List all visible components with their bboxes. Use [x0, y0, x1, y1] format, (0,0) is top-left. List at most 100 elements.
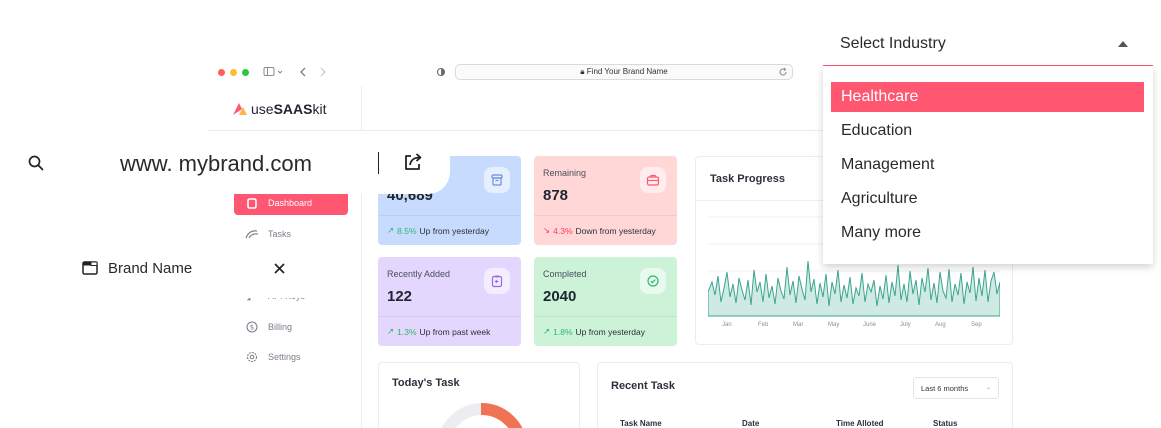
sidebar-toggle-icon[interactable] [263, 66, 285, 78]
sidebar-item-label: Settings [268, 352, 301, 362]
check-circle-icon [640, 268, 666, 294]
stat-note: Up from yesterday [575, 326, 645, 337]
stat-footer: ↗ 1.8% Up from yesterday [534, 316, 677, 346]
stat-note: Up from past week [419, 326, 491, 337]
todays-task-panel: Today's Task [378, 362, 580, 428]
stat-card-completed: Completed 2040 ↗ 1.8% Up from yesterday [534, 257, 677, 346]
trend-up-icon: ↗ [387, 225, 395, 235]
logo-mark-icon [233, 103, 247, 115]
panel-title: Task Progress [710, 173, 786, 185]
domain-widget[interactable]: www. mybrand.com [0, 131, 450, 194]
brand-name-label: Brand Name [108, 260, 193, 277]
sidebar-item-label: Dashboard [268, 198, 313, 208]
stat-label: Recently Added [387, 269, 451, 279]
stat-note: Down from yesterday [575, 225, 656, 236]
stat-change: 1.3% [397, 326, 417, 337]
svg-text:$: $ [250, 324, 254, 332]
logo-text-bold: SAAS [273, 101, 313, 117]
window-icon [82, 261, 98, 275]
sidebar-item-billing[interactable]: $ Billing [234, 315, 348, 339]
panel-title: Recent Task [611, 380, 675, 392]
stat-value: 2040 [543, 288, 577, 305]
forward-icon[interactable] [318, 66, 328, 78]
stat-footer: ↗ 8.5% Up from yesterday [378, 215, 521, 245]
stat-change: 4.3% [553, 225, 573, 236]
trend-up-icon: ↗ [387, 326, 395, 336]
caret-up-icon[interactable] [1118, 41, 1128, 47]
briefcase-icon [640, 167, 666, 193]
recent-task-panel: Recent Task Last 6 months ⌄ Task Name Da… [597, 362, 1013, 428]
column-header: Status [933, 419, 958, 428]
column-header: Task Name [620, 419, 662, 428]
trend-down-icon: ↘ [543, 225, 551, 235]
header-divider [208, 130, 828, 131]
address-text: 🔒︎ Find Your Brand Name [580, 67, 668, 76]
x-tick-label: May [828, 322, 840, 328]
billing-icon: $ [245, 320, 259, 334]
column-header: Date [742, 419, 760, 428]
share-icon[interactable] [403, 151, 425, 173]
privacy-shield-icon[interactable] [436, 66, 446, 78]
close-icon[interactable] [273, 262, 286, 275]
logo-text-suffix: kit [312, 101, 327, 117]
industry-option-many-more[interactable]: Many more [841, 224, 922, 241]
domain-text: www. mybrand.com [120, 151, 312, 176]
date-range-select[interactable]: Last 6 months ⌄ [913, 377, 999, 399]
chevron-down-icon: ⌄ [985, 385, 991, 391]
panel-title: Today's Task [392, 377, 460, 389]
window-maximize-dot[interactable] [242, 69, 249, 76]
todays-task-donut [441, 403, 523, 428]
industry-option-education[interactable]: Education [841, 122, 913, 139]
table-header-row: Task Name Date Time Alloted Status [598, 419, 1012, 428]
industry-select-placeholder: Select Industry [840, 35, 946, 52]
logo-text-prefix: use [251, 101, 274, 117]
industry-select[interactable]: Select Industry [823, 20, 1153, 66]
brand-name-widget[interactable]: Brand Name [0, 240, 308, 298]
dashboard-icon [245, 196, 259, 210]
back-icon[interactable] [298, 66, 308, 78]
x-tick-label: June [863, 322, 877, 328]
sidebar-divider [361, 86, 362, 428]
x-tick-label: Sep [971, 322, 982, 328]
x-tick-label: Aug [935, 322, 946, 328]
tasks-icon [245, 227, 259, 241]
clipboard-icon [484, 268, 510, 294]
sidebar-item-dashboard[interactable]: Dashboard [234, 191, 348, 215]
lock-icon: 🔒︎ [580, 67, 585, 76]
industry-option-management[interactable]: Management [841, 156, 935, 173]
industry-options-menu: Healthcare Education Management Agricult… [823, 66, 1153, 264]
sidebar-item-settings[interactable]: Settings [234, 345, 348, 369]
sidebar-item-label: Billing [268, 322, 293, 332]
stat-footer: ↘ 4.3% Down from yesterday [534, 215, 677, 245]
window-close-dot[interactable] [218, 69, 225, 76]
stat-label: Completed [543, 269, 587, 279]
x-tick-label: Mar [793, 322, 804, 328]
stat-change: 1.8% [553, 326, 573, 337]
text-cursor [378, 152, 379, 174]
stat-label: Remaining [543, 168, 587, 178]
reload-icon[interactable] [778, 67, 788, 77]
date-range-value: Last 6 months [921, 383, 969, 393]
address-bar[interactable]: 🔒︎ Find Your Brand Name [455, 64, 793, 80]
x-tick-label: Feb [758, 322, 769, 328]
x-tick-label: July [900, 322, 911, 328]
stat-card-recently-added: Recently Added 122 ↗ 1.3% Up from past wee… [378, 257, 521, 346]
stat-value: 122 [387, 288, 413, 305]
sidebar-item-tasks[interactable]: Tasks [234, 222, 348, 246]
x-tick-label: Jan [722, 322, 732, 328]
sidebar-item-label: Tasks [268, 229, 292, 239]
app-logo[interactable]: use SAAS kit [232, 101, 326, 117]
stat-change: 8.5% [397, 225, 417, 236]
column-header: Time Alloted [836, 419, 884, 428]
stat-footer: ↗ 1.3% Up from past week [378, 316, 521, 346]
trend-up-icon: ↗ [543, 326, 551, 336]
archive-icon [484, 167, 510, 193]
stat-value: 878 [543, 187, 569, 204]
industry-option-healthcare[interactable]: Healthcare [831, 82, 1144, 112]
progress-area [708, 260, 1000, 317]
stat-card-remaining: Remaining 878 ↘ 4.3% Down from yesterday [534, 156, 677, 245]
search-icon[interactable] [28, 155, 44, 171]
chart-x-axis: Jan Feb Mar May June July Aug Sep [716, 322, 996, 332]
industry-option-agriculture[interactable]: Agriculture [841, 190, 918, 207]
window-minimize-dot[interactable] [230, 69, 237, 76]
